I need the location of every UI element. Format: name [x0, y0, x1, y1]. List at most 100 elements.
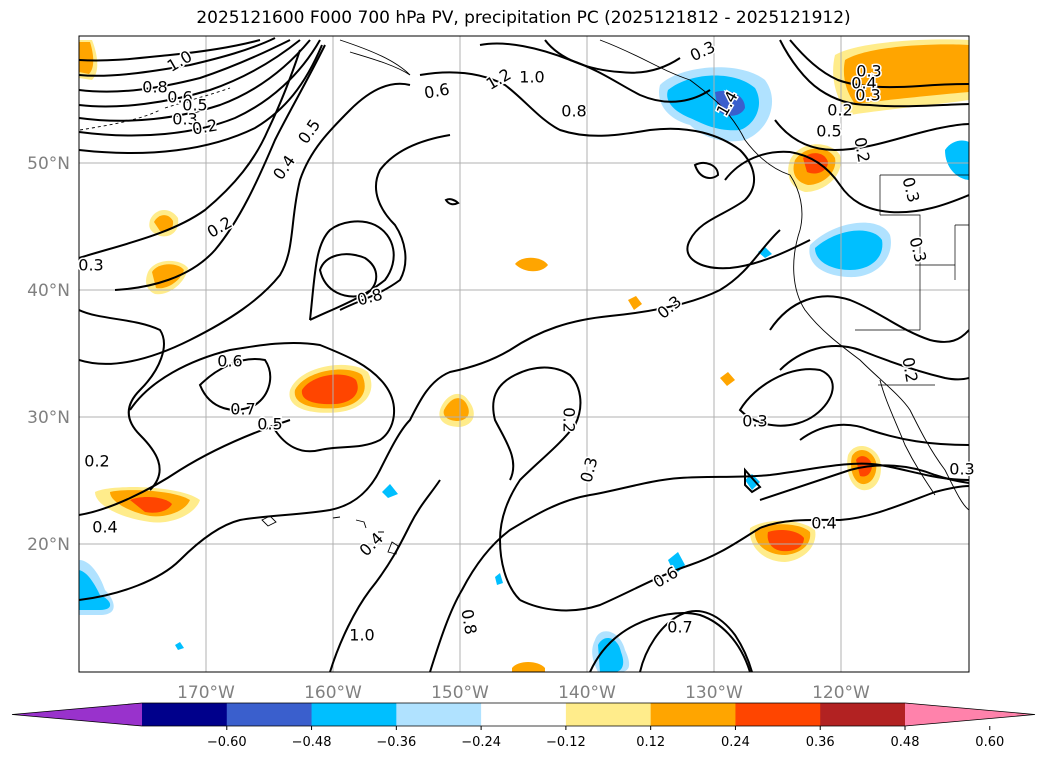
- precip-pos-core-5b: [130, 496, 172, 513]
- contour-32: [779, 39, 969, 108]
- contour-28: [759, 464, 969, 501]
- precip-neg-spot-5: [495, 573, 503, 585]
- contour-34: [774, 119, 969, 152]
- contour-10: [79, 309, 165, 491]
- contour-label: 0.3: [856, 62, 881, 81]
- colorbar-label: −0.48: [292, 735, 332, 750]
- precip-pos-spot-3b: [79, 42, 94, 74]
- lat-label-20n: 20°N: [27, 535, 70, 555]
- colorbar-outline: [11, 702, 1036, 727]
- pv-contours: [79, 37, 969, 672]
- contour-36: [693, 162, 720, 179]
- contour-label: 0.6: [217, 352, 242, 371]
- contour-33: [789, 39, 969, 89]
- contour-label: 0.4: [811, 514, 836, 533]
- contour-4: [79, 39, 301, 108]
- contour-15: [129, 341, 396, 453]
- contour-label: 0.2: [84, 452, 109, 471]
- colorbar-label: 0.36: [806, 735, 835, 750]
- contour-19: [429, 462, 969, 672]
- contour-30: [419, 71, 811, 270]
- colorbar-label: 0.48: [891, 735, 920, 750]
- contour-label: 0.4: [92, 518, 117, 537]
- contour-label: 1.0: [519, 68, 544, 87]
- contour-label: 0.3: [78, 256, 103, 275]
- precip-pos-spot-5: [628, 296, 642, 310]
- lat-label-50n: 50°N: [27, 154, 70, 174]
- map-title: 2025121600 F000 700 hPa PV, precipitatio…: [196, 8, 851, 28]
- colorbar-label: −0.60: [207, 735, 247, 750]
- contour-27: [799, 423, 969, 446]
- contour-7: [79, 44, 323, 154]
- contour-13: [339, 134, 451, 311]
- contour-label: 0.4: [851, 74, 876, 93]
- precip-pos-spot-1b: [154, 215, 174, 232]
- lon-label-140w: 140°W: [558, 683, 616, 703]
- contour-38: [318, 253, 378, 298]
- colorbar-label: 0.60: [975, 735, 1004, 750]
- colorbar-segment: [735, 703, 821, 726]
- precip-neg-area-3: [945, 140, 969, 181]
- lon-label-160w: 160°W: [304, 683, 362, 703]
- contour-label: 0.5: [257, 415, 282, 434]
- contour-11: [79, 82, 411, 365]
- contour-39: [744, 467, 762, 494]
- contour-5: [79, 39, 311, 122]
- colorbar-segment: [481, 703, 567, 726]
- contour-label: 0.8: [561, 102, 586, 121]
- contour-2: [79, 37, 276, 77]
- colorbar-ticks: −0.60 −0.48 −0.36 −0.24 −0.12 0.12 0.24 0.36 0.4…: [207, 726, 1004, 750]
- contour-label: 0.8: [142, 78, 167, 97]
- precip-pos-spot-6: [720, 372, 735, 386]
- colorbar-segment: [396, 703, 482, 726]
- contour-25: [769, 295, 969, 343]
- precip-neg-core-1: [667, 75, 760, 131]
- contour-label: 0.6: [423, 79, 451, 102]
- colorbar-label: 0.24: [721, 735, 750, 750]
- contour-label: 0.7: [667, 618, 692, 637]
- contour-17: [79, 229, 781, 601]
- contour-26: [779, 345, 969, 381]
- contour-16: [79, 419, 291, 516]
- contour-22: [639, 610, 753, 672]
- precip-pos-core-6b: [767, 530, 804, 552]
- hawaiian-islands: [261, 515, 399, 555]
- contour-23: [492, 366, 582, 601]
- coastline-aleutians: [79, 87, 231, 131]
- contour-label: 1.0: [349, 626, 374, 645]
- longitude-labels: 170°W 160°W 150°W 140°W 130°W 120°W: [177, 683, 870, 703]
- contour-label: 0.2: [827, 101, 852, 120]
- contour-label: 0.7: [230, 400, 255, 419]
- precip-neg-spot-6: [175, 642, 184, 650]
- precip-pos-core-4: [443, 398, 469, 421]
- colorbar-segment: [226, 703, 313, 726]
- precip-neg-spot-2: [382, 484, 398, 498]
- precip-neg-spot-3: [745, 474, 760, 490]
- colorbar-segment: [565, 703, 652, 726]
- contour-label: 0.2: [850, 136, 873, 164]
- latitude-labels: 50°N 40°N 30°N 20°N: [27, 154, 70, 555]
- precip-neg-core-5: [598, 637, 624, 672]
- precip-neg-core-4: [79, 570, 111, 610]
- contour-20: [589, 612, 751, 672]
- contour-37: [444, 198, 460, 206]
- colorbar-label: −0.36: [376, 735, 416, 750]
- colorbar-segment: [650, 703, 736, 726]
- graticule: [79, 36, 969, 672]
- lat-label-40n: 40°N: [27, 281, 70, 301]
- colorbar-label: −0.24: [461, 735, 501, 750]
- lon-label-120w: 120°W: [812, 683, 870, 703]
- coastline-alaska: [339, 39, 411, 76]
- lon-label-130w: 130°W: [685, 683, 743, 703]
- contour-31: [544, 39, 681, 74]
- precip-pos-core-1: [843, 44, 969, 104]
- contour-label: 0.3: [949, 460, 974, 479]
- colorbar-segment: [142, 703, 228, 726]
- contour-label: 0.5: [816, 122, 841, 141]
- contour-6: [79, 39, 321, 137]
- contour-24: [738, 368, 834, 427]
- lon-label-170w: 170°W: [177, 683, 235, 703]
- contour-label: 0.5: [182, 96, 207, 115]
- map-background: [79, 36, 969, 672]
